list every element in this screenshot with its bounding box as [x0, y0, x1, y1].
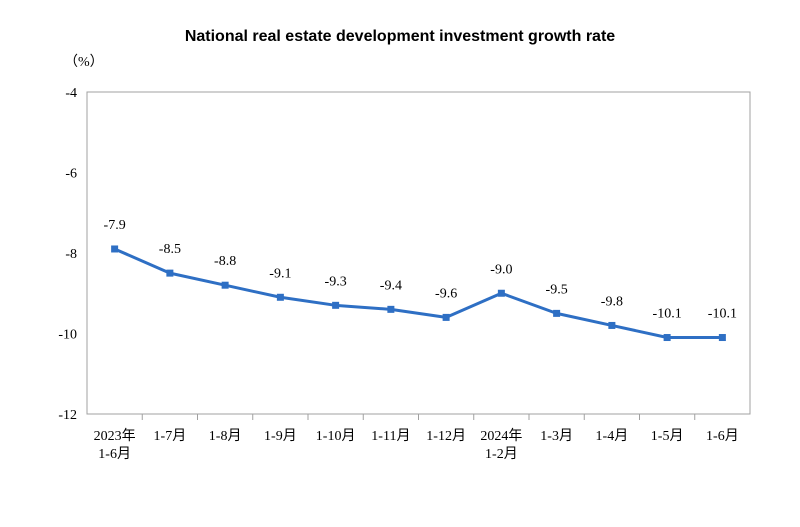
data-label: -8.5 — [159, 242, 181, 257]
data-point — [332, 301, 340, 309]
series-group — [111, 245, 726, 342]
data-point — [497, 289, 505, 297]
x-tick-label: 2024年 — [480, 428, 522, 444]
x-tick-label: 1-6月 — [98, 446, 131, 462]
data-label: -9.0 — [490, 262, 512, 277]
x-tick-label: 1-6月 — [706, 428, 739, 444]
y-tick-label: -6 — [65, 167, 77, 182]
x-tick-label: 1-8月 — [209, 428, 242, 444]
data-point — [166, 269, 174, 277]
y-axis-label: （%） — [64, 54, 104, 70]
x-tick-label: 1-3月 — [540, 428, 573, 444]
x-tick-label: 1-5月 — [651, 428, 684, 444]
x-tick-label: 1-11月 — [371, 428, 410, 444]
x-tick-label: 1-4月 — [596, 428, 629, 444]
data-label: -9.4 — [380, 278, 402, 293]
data-label: -9.3 — [325, 274, 347, 289]
x-tick-label: 1-10月 — [316, 428, 356, 444]
plot-frame — [86, 91, 751, 415]
data-point — [608, 321, 616, 329]
data-label: -9.8 — [601, 294, 623, 309]
data-label: -7.9 — [104, 218, 126, 233]
data-point — [663, 334, 671, 342]
data-point — [718, 334, 726, 342]
x-tick-label: 1-9月 — [264, 428, 297, 444]
data-label: -9.6 — [435, 286, 457, 301]
data-point — [553, 309, 561, 317]
x-tick-label: 1-12月 — [426, 428, 466, 444]
data-label: -9.5 — [546, 282, 568, 297]
x-axis: 2023年 1-6月 1-7月 1-8月 1-9月 1-10月 1-11月 1-12月 2024… — [94, 414, 739, 462]
data-point — [221, 281, 229, 289]
data-point — [442, 313, 450, 321]
data-label: -10.1 — [653, 307, 682, 322]
x-tick-label: 1-2月 — [485, 446, 518, 462]
data-labels: -7.9 -8.5 -8.8 -9.1 -9.3 -9.4 -9.6 -9.0 -9.5 -9.8… — [104, 218, 737, 322]
chart-title: National real estate development investm… — [184, 28, 616, 45]
x-tick-label: 1-7月 — [154, 428, 187, 444]
x-tick-label: 2023年 — [94, 428, 136, 444]
series-line — [114, 247, 723, 340]
y-tick-label: -12 — [58, 408, 77, 423]
y-tick-label: -8 — [65, 247, 77, 262]
data-point — [387, 305, 395, 313]
data-label: -8.8 — [214, 254, 236, 269]
y-tick-label: -4 — [65, 86, 77, 101]
data-label: -10.1 — [708, 307, 737, 322]
data-point — [276, 293, 284, 301]
data-point — [111, 245, 119, 253]
data-label: -9.1 — [269, 266, 291, 281]
y-axis: -4 -6 -8 -10 -12 — [58, 86, 77, 423]
y-tick-label: -10 — [58, 328, 77, 343]
